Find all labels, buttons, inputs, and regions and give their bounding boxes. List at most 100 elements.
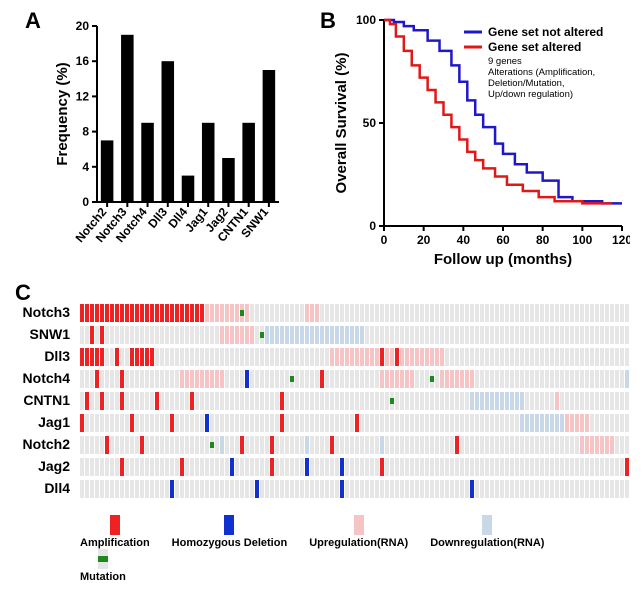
oncoprint-cell: [190, 392, 194, 410]
oncoprint-cell: [470, 392, 474, 410]
oncoprint-row: [80, 458, 630, 478]
oncoprint-cell: [270, 348, 274, 366]
oncoprint-cell: [595, 414, 599, 432]
oncoprint-cell: [295, 370, 299, 388]
oncoprint-cell: [585, 326, 589, 344]
oncoprint-cell: [445, 370, 449, 388]
oncoprint-cell: [175, 436, 179, 454]
oncoprint-cell: [285, 348, 289, 366]
oncoprint-cell: [440, 436, 444, 454]
oncoprint-cell: [375, 348, 379, 366]
svg-text:50: 50: [363, 116, 377, 130]
oncoprint-cell: [470, 480, 474, 498]
oncoprint-legend: AmplificationHomozygous DeletionUpregula…: [80, 515, 630, 555]
oncoprint-cell: [590, 458, 594, 476]
oncoprint-cell: [395, 326, 399, 344]
oncoprint-cell: [455, 326, 459, 344]
oncoprint-cell: [240, 480, 244, 498]
oncoprint-cell: [390, 392, 394, 410]
oncoprint-cell: [460, 304, 464, 322]
oncoprint-cell: [420, 304, 424, 322]
oncoprint-cell: [450, 392, 454, 410]
oncoprint-cell: [145, 370, 149, 388]
oncoprint-cell: [340, 370, 344, 388]
oncoprint-cell: [115, 348, 119, 366]
legend-label: Homozygous Deletion: [172, 537, 288, 549]
oncoprint-cell: [485, 392, 489, 410]
oncoprint-cell: [225, 304, 229, 322]
oncoprint-cell: [190, 348, 194, 366]
oncoprint-cell: [170, 436, 174, 454]
oncoprint-cell: [530, 370, 534, 388]
oncoprint-cell: [570, 458, 574, 476]
oncoprint-cell: [510, 436, 514, 454]
legend-label: Downregulation(RNA): [430, 537, 544, 549]
oncoprint-cell: [585, 458, 589, 476]
oncoprint-cell: [375, 414, 379, 432]
oncoprint-cell: [310, 480, 314, 498]
oncoprint-cell: [95, 480, 99, 498]
oncoprint-cell: [125, 414, 129, 432]
oncoprint-row-label: SNW1: [10, 326, 70, 342]
oncoprint-cell: [295, 414, 299, 432]
oncoprint-cell: [235, 304, 239, 322]
oncoprint-cell: [155, 436, 159, 454]
oncoprint-cell: [330, 304, 334, 322]
oncoprint-cell: [225, 414, 229, 432]
oncoprint-cell: [470, 436, 474, 454]
oncoprint-cell: [135, 480, 139, 498]
oncoprint-cell: [415, 414, 419, 432]
oncoprint-cell: [365, 326, 369, 344]
oncoprint-cell: [435, 326, 439, 344]
oncoprint-cell: [520, 414, 524, 432]
oncoprint-cell: [240, 348, 244, 366]
oncoprint-cell: [405, 348, 409, 366]
oncoprint-cell: [310, 304, 314, 322]
oncoprint-cell: [215, 414, 219, 432]
oncoprint-cell: [280, 348, 284, 366]
oncoprint-cell: [230, 326, 234, 344]
oncoprint-cell: [280, 392, 284, 410]
oncoprint-cell: [295, 480, 299, 498]
oncoprint-cell: [320, 458, 324, 476]
oncoprint-cell: [505, 458, 509, 476]
oncoprint-cell: [115, 326, 119, 344]
oncoprint-cell: [525, 326, 529, 344]
oncoprint-cell: [405, 480, 409, 498]
svg-text:Frequency (%): Frequency (%): [55, 62, 71, 165]
oncoprint-cell: [395, 414, 399, 432]
oncoprint-cell: [415, 370, 419, 388]
oncoprint-cell: [455, 436, 459, 454]
oncoprint-cell: [315, 480, 319, 498]
oncoprint-cell: [125, 458, 129, 476]
oncoprint-cell: [560, 392, 564, 410]
oncoprint-cell: [560, 370, 564, 388]
panel-a-label: A: [25, 8, 41, 34]
oncoprint-cell: [270, 370, 274, 388]
oncoprint-cell: [145, 392, 149, 410]
oncoprint-cell: [185, 304, 189, 322]
oncoprint-cell: [385, 414, 389, 432]
oncoprint-cell: [220, 326, 224, 344]
oncoprint-cell: [155, 458, 159, 476]
oncoprint-cell: [195, 436, 199, 454]
oncoprint-cell: [305, 436, 309, 454]
oncoprint-cell: [240, 436, 244, 454]
oncoprint-cell: [585, 370, 589, 388]
oncoprint-cell: [205, 458, 209, 476]
oncoprint-cell: [205, 370, 209, 388]
oncoprint-row-label: Jag2: [10, 458, 70, 474]
oncoprint-cell: [310, 436, 314, 454]
oncoprint-cell: [250, 348, 254, 366]
oncoprint-cell: [150, 326, 154, 344]
oncoprint-cell: [625, 370, 629, 388]
oncoprint-cell: [365, 458, 369, 476]
oncoprint-cell: [230, 414, 234, 432]
oncoprint-cell: [365, 480, 369, 498]
oncoprint-cell: [440, 348, 444, 366]
oncoprint-row: [80, 304, 630, 324]
oncoprint-cell: [170, 458, 174, 476]
oncoprint-cell: [310, 326, 314, 344]
oncoprint-cell: [510, 370, 514, 388]
oncoprint-cell: [90, 326, 94, 344]
